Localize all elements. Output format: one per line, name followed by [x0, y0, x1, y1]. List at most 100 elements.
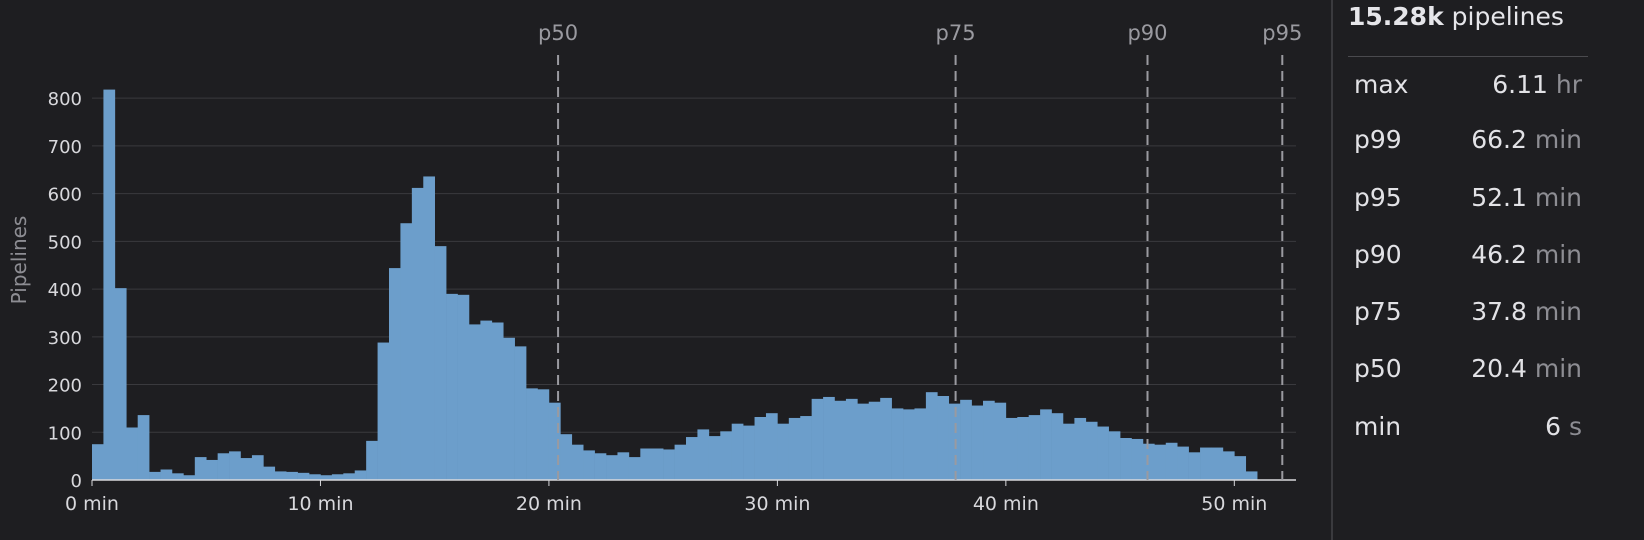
histogram-bar	[514, 346, 527, 480]
histogram-bar	[1142, 443, 1155, 480]
histogram-bar	[845, 398, 858, 480]
stat-value: 46.2 min	[1471, 240, 1582, 269]
pipelines-count-header: 15.28k pipelines	[1348, 2, 1564, 31]
histogram-bar	[194, 457, 207, 480]
histogram-bar	[640, 448, 653, 480]
y-tick-label: 700	[48, 137, 82, 158]
stat-label: p99	[1354, 125, 1402, 154]
stat-row-min: min 6 s	[1348, 412, 1582, 448]
y-tick-label: 400	[48, 280, 82, 301]
histogram-bar	[114, 288, 127, 480]
y-tick-label: 500	[48, 232, 82, 253]
histogram-bar	[697, 429, 710, 480]
histogram-bar	[983, 400, 995, 480]
y-tick-label: 100	[48, 423, 82, 444]
histogram-bar	[960, 399, 972, 480]
histogram-bar	[743, 425, 755, 480]
duration-histogram: 0 100 200 300 400 500 600 700 800 0 min 10 min 20 m…	[7, 21, 1302, 515]
histogram-bar	[1062, 423, 1075, 480]
stat-value: 52.1 min	[1471, 183, 1582, 212]
histogram-bar	[92, 444, 104, 480]
histogram-bar	[480, 320, 493, 480]
histogram-bar	[594, 453, 607, 480]
histogram-bar	[343, 473, 356, 480]
stat-value: 6 s	[1545, 412, 1582, 441]
histogram-bar	[1108, 431, 1121, 480]
histogram-bar	[1234, 456, 1247, 480]
histogram-bar	[377, 342, 390, 480]
stat-value: 20.4 min	[1471, 354, 1582, 383]
histogram-bar	[1154, 444, 1167, 480]
histogram-bar	[468, 324, 481, 480]
histogram-bar	[297, 472, 310, 480]
percentile-marker-label: p50	[538, 21, 578, 45]
histogram-bar	[903, 409, 915, 480]
x-tick-label: 10 min	[287, 493, 353, 515]
histogram-bar	[1051, 413, 1064, 480]
stat-value: 37.8 min	[1471, 297, 1582, 326]
x-tick-label: 30 min	[744, 493, 810, 515]
stat-row-p99: p99 66.2 min	[1348, 125, 1582, 161]
histogram-bar	[491, 322, 504, 480]
histogram-bar	[560, 434, 573, 480]
histogram-bar	[571, 444, 584, 480]
stat-row-p75: p75 37.8 min	[1348, 297, 1582, 333]
histogram-bar	[880, 397, 892, 480]
histogram-bar	[526, 388, 538, 480]
histogram-bar	[229, 451, 241, 480]
stat-row-p50: p50 20.4 min	[1348, 354, 1582, 390]
histogram-bar	[286, 471, 298, 480]
histogram-bar	[868, 401, 881, 480]
histogram-bar	[800, 416, 812, 480]
stat-label: min	[1354, 412, 1402, 441]
y-tick-label: 800	[48, 89, 82, 110]
histogram-bar	[366, 440, 378, 480]
stat-label: p75	[1354, 297, 1402, 326]
x-tick-label: 40 min	[973, 493, 1039, 515]
stat-row-p90: p90 46.2 min	[1348, 240, 1582, 276]
histogram-bar	[446, 293, 458, 480]
histogram-bar	[1017, 417, 1029, 480]
histogram-bar	[160, 469, 173, 480]
histogram-bar	[720, 431, 732, 480]
histogram-bar	[686, 437, 698, 480]
histogram-bar	[1085, 421, 1098, 480]
histogram-bar	[548, 402, 561, 480]
stat-row-p95: p95 52.1 min	[1348, 183, 1582, 219]
pipelines-count: 15.28k	[1348, 2, 1444, 31]
y-tick-label: 300	[48, 328, 82, 349]
histogram-bar	[434, 246, 447, 480]
histogram-bar	[628, 457, 641, 480]
histogram-bar	[503, 337, 515, 480]
histogram-bar	[171, 473, 184, 480]
histogram-bar	[309, 474, 321, 480]
histogram-bar	[731, 423, 744, 480]
histogram-bar	[331, 474, 344, 480]
histogram-bar	[457, 294, 470, 480]
pipelines-count-label: pipelines	[1443, 2, 1564, 31]
histogram-bar	[400, 223, 413, 480]
stat-label: p95	[1354, 183, 1402, 212]
x-tick-label: 0 min	[65, 493, 119, 515]
percentile-marker-label: p75	[936, 21, 976, 45]
histogram-bar	[811, 398, 824, 480]
histogram-bar	[1211, 447, 1224, 480]
y-tick-label: 600	[48, 185, 82, 206]
histogram-bar	[1222, 451, 1235, 480]
histogram-bar	[263, 466, 276, 480]
histogram-bar	[606, 455, 618, 480]
histogram-bar	[1165, 442, 1178, 480]
histogram-bar	[206, 459, 218, 480]
y-tick-label: 0	[71, 471, 82, 492]
histogram-bar	[754, 417, 767, 480]
histogram-bar	[240, 458, 253, 480]
histogram-bar	[389, 268, 401, 480]
histogram-bar	[651, 448, 664, 480]
histogram-bar	[971, 405, 984, 480]
histogram-bar	[137, 415, 150, 480]
histogram-bar	[708, 436, 721, 480]
x-tick-label: 20 min	[516, 493, 582, 515]
histogram-bar	[537, 389, 550, 480]
stat-value: 66.2 min	[1471, 125, 1582, 154]
histogram-bar	[274, 471, 287, 480]
